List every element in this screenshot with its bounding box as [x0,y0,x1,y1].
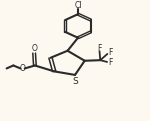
Text: O: O [19,64,25,73]
Text: Cl: Cl [74,1,82,10]
Text: F: F [108,48,113,57]
Text: F: F [97,44,102,53]
Text: S: S [73,77,79,86]
Text: F: F [108,58,112,67]
Text: O: O [31,44,37,53]
